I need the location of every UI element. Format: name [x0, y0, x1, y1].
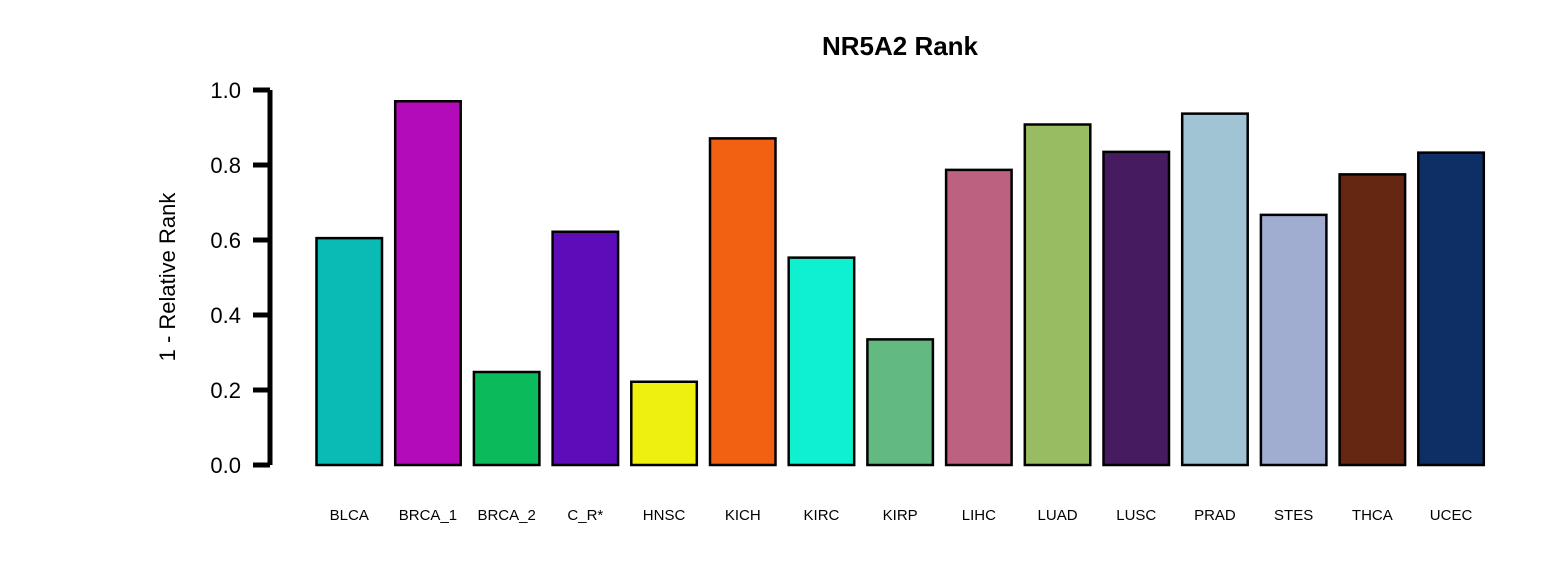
bar-lihc — [944, 168, 1013, 467]
x-tick-label: THCA — [1352, 507, 1393, 524]
x-tick-label: BRCA_2 — [477, 507, 535, 524]
y-tick-label: 0.4 — [210, 303, 241, 328]
y-tick-label: 0.6 — [210, 228, 241, 253]
x-tick-label: PRAD — [1194, 507, 1236, 524]
bar-kich — [708, 137, 777, 467]
bar-brca-1 — [393, 100, 462, 467]
x-tick-label: STES — [1274, 507, 1313, 524]
y-tick-label: 1.0 — [210, 78, 241, 103]
bars — [315, 100, 1486, 467]
y-axis-label: 1 - Relative Rank — [155, 192, 180, 362]
x-tick-label: LUSC — [1116, 507, 1156, 524]
x-tick-label: KICH — [725, 507, 761, 524]
bar-brca-2 — [472, 370, 541, 467]
y-tick-label: 0.0 — [210, 453, 241, 478]
x-tick-label: BRCA_1 — [399, 507, 457, 524]
bar-luad — [1023, 123, 1092, 467]
bar-kirp — [866, 338, 935, 467]
x-tick-label: HNSC — [643, 507, 686, 524]
y-tick-label: 0.8 — [210, 153, 241, 178]
bar-kirc — [787, 256, 856, 467]
bar-hnsc — [630, 380, 699, 467]
bar-thca — [1338, 173, 1407, 467]
bar-lusc — [1102, 150, 1171, 467]
bar-c-r — [551, 230, 620, 467]
y-tick-label: 0.2 — [210, 378, 241, 403]
bar-stes — [1259, 213, 1328, 467]
x-tick-label: UCEC — [1430, 507, 1473, 524]
x-axis-tick-labels: BLCA BRCA_1 BRCA_2 C_R* HNSC KICH KIRC KIRP LIHC… — [330, 507, 1473, 524]
y-axis-ticks: 0.0 0.2 0.4 0.6 0.8 1.0 — [210, 78, 270, 478]
x-tick-label: KIRC — [804, 507, 840, 524]
x-tick-label: LUAD — [1038, 507, 1078, 524]
chart-title: NR5A2 Rank — [822, 31, 979, 61]
x-tick-label: LIHC — [962, 507, 996, 524]
bar-ucec — [1417, 151, 1486, 467]
bar-prad — [1180, 112, 1249, 467]
bar-blca — [315, 236, 384, 467]
x-tick-label: KIRP — [883, 507, 918, 524]
x-tick-label: BLCA — [330, 507, 369, 524]
x-tick-label: C_R* — [567, 507, 603, 524]
